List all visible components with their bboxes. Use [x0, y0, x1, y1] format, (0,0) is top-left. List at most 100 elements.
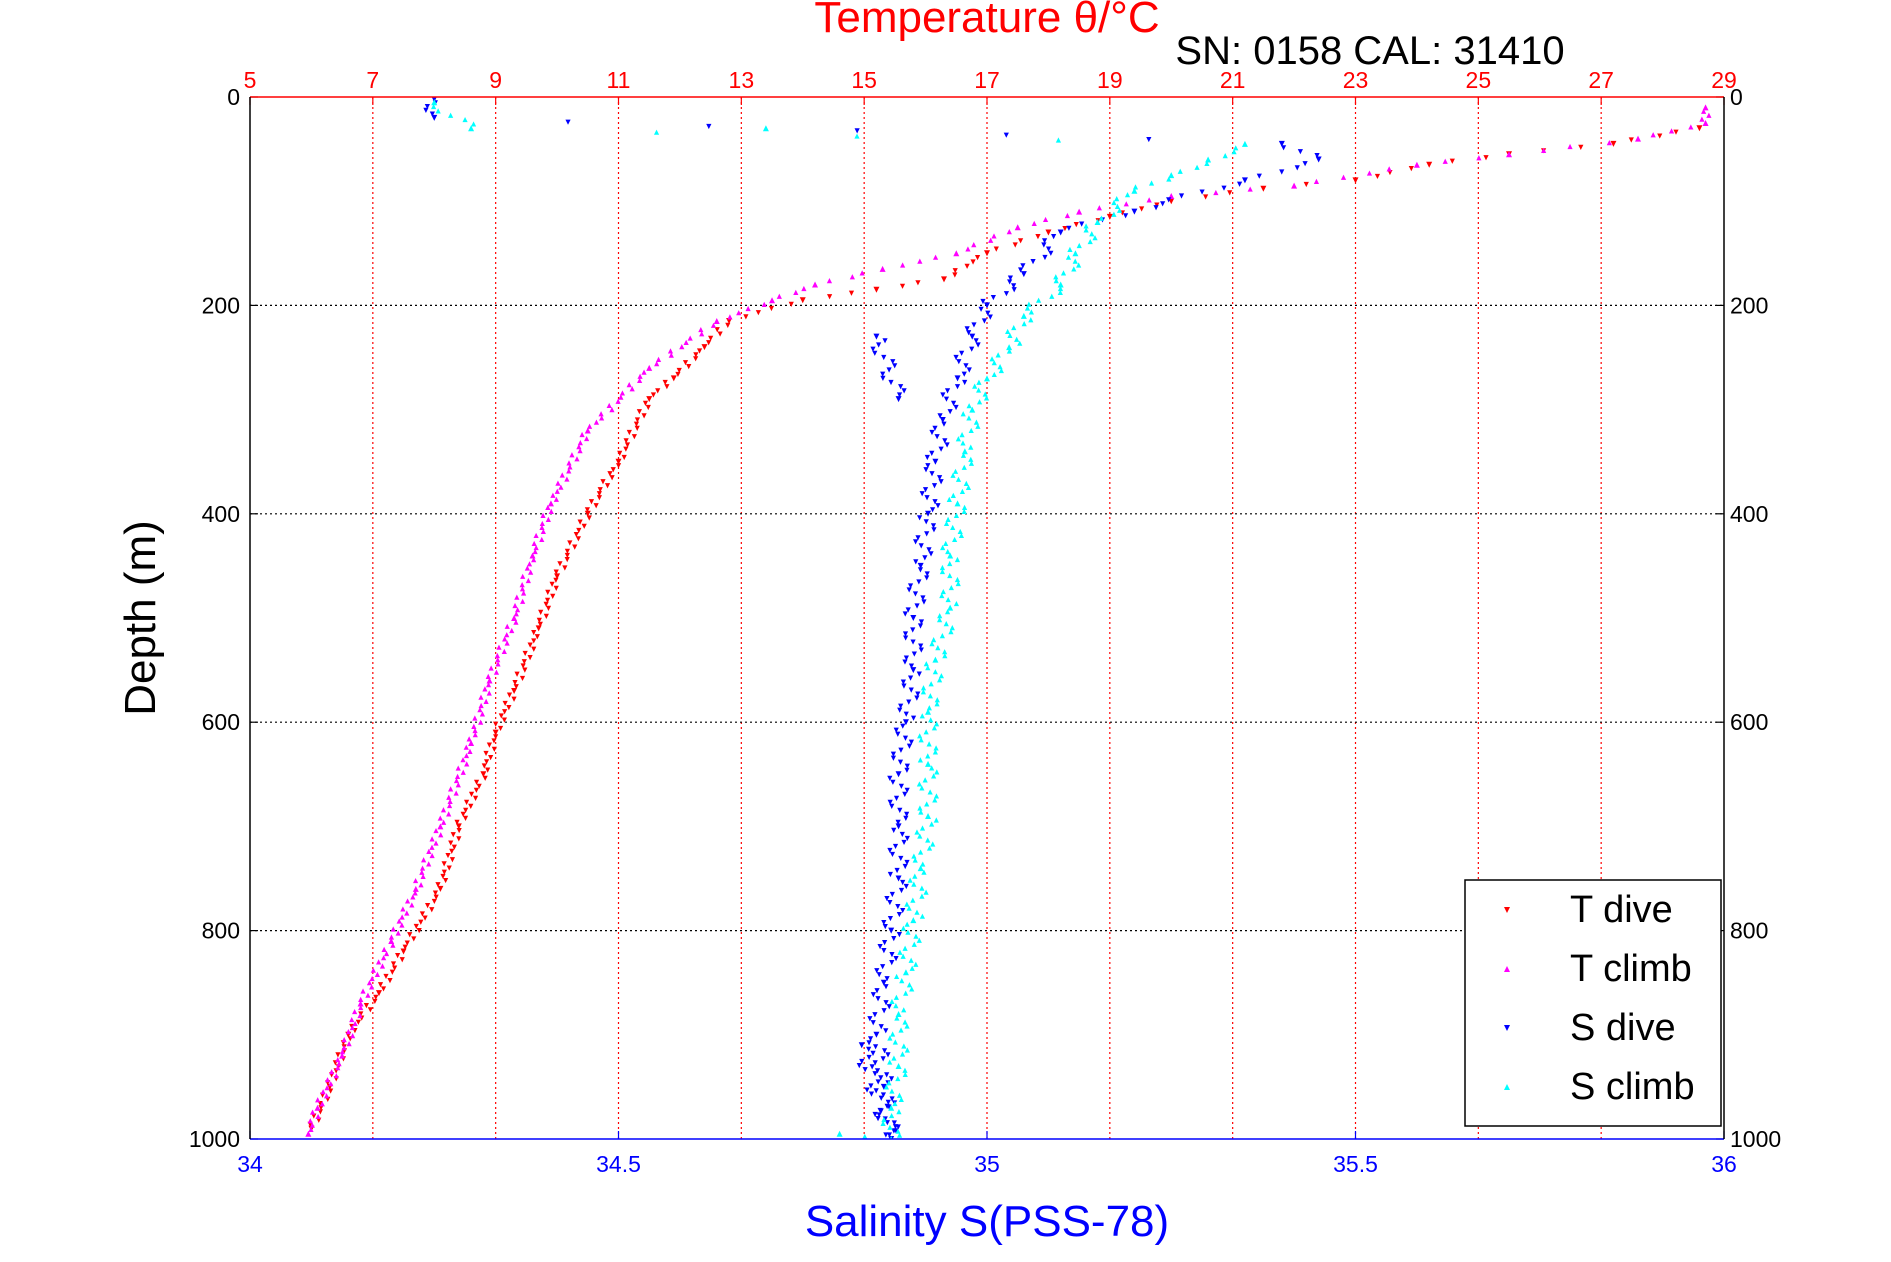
data-point — [919, 825, 926, 831]
data-point — [745, 305, 751, 312]
data-point — [970, 259, 976, 265]
data-point — [521, 659, 527, 665]
data-point — [366, 980, 373, 986]
data-point — [607, 471, 613, 477]
depth-tick-label-left: 1000 — [189, 1126, 240, 1152]
data-point — [416, 928, 422, 934]
data-point — [501, 717, 507, 723]
data-point — [575, 536, 582, 542]
data-point — [930, 523, 937, 529]
data-point — [460, 757, 466, 763]
data-point — [1314, 153, 1320, 159]
data-point — [488, 665, 494, 671]
data-point — [891, 827, 897, 834]
data-point — [1060, 270, 1067, 276]
data-point — [935, 503, 941, 509]
data-point — [913, 539, 919, 545]
data-point — [881, 1048, 888, 1054]
data-point — [1026, 301, 1032, 307]
data-point — [932, 749, 939, 755]
data-point — [879, 265, 886, 272]
data-point — [1203, 194, 1209, 200]
data-point — [433, 894, 439, 900]
data-point — [352, 1020, 358, 1027]
data-point — [961, 371, 967, 377]
data-point — [431, 114, 438, 121]
data-point — [906, 743, 913, 749]
data-point — [947, 552, 954, 559]
data-point — [1233, 145, 1239, 151]
data-point — [1291, 182, 1298, 189]
data-point — [919, 885, 925, 891]
data-point — [553, 569, 559, 575]
data-point — [924, 571, 930, 577]
data-point — [1706, 112, 1712, 118]
data-point — [486, 677, 493, 684]
data-point — [902, 659, 908, 665]
data-point — [959, 488, 966, 494]
data-point — [1003, 291, 1010, 297]
data-point — [960, 411, 966, 417]
data-point — [390, 961, 397, 967]
data-point — [470, 121, 477, 127]
data-point — [937, 413, 943, 419]
data-point — [900, 879, 906, 886]
data-point — [1194, 164, 1200, 170]
data-point — [1089, 231, 1095, 237]
data-point — [634, 425, 640, 431]
data-point — [341, 1045, 347, 1051]
data-point — [676, 367, 682, 374]
data-point — [914, 909, 920, 915]
data-point — [1006, 348, 1013, 354]
data-point — [1315, 156, 1322, 163]
data-point — [919, 785, 925, 791]
data-point — [531, 629, 537, 636]
data-point — [934, 769, 940, 775]
data-point — [531, 540, 537, 547]
data-point — [918, 737, 924, 743]
data-point — [964, 263, 970, 269]
data-point — [1062, 225, 1068, 232]
data-point — [1148, 180, 1155, 186]
data-point — [706, 123, 712, 130]
data-point — [706, 340, 712, 346]
data-point — [950, 524, 956, 531]
data-point — [985, 310, 991, 316]
data-point — [441, 869, 447, 875]
data-point — [431, 898, 437, 905]
data-point — [419, 869, 425, 875]
data-point — [929, 471, 935, 477]
data-point — [670, 375, 677, 382]
data-point — [928, 717, 934, 723]
data-point — [896, 1132, 903, 1138]
data-point — [952, 536, 958, 543]
data-point — [538, 609, 544, 615]
data-point — [543, 601, 549, 607]
data-point — [900, 953, 906, 959]
data-point — [526, 561, 533, 567]
data-point — [904, 859, 910, 866]
data-point — [1092, 235, 1098, 241]
data-point — [887, 899, 893, 906]
data-point — [898, 783, 904, 789]
data-point — [1035, 234, 1041, 240]
data-point — [1146, 136, 1152, 143]
data-point — [653, 129, 660, 135]
data-point — [598, 411, 604, 417]
data-point — [410, 894, 416, 900]
data-point — [520, 573, 526, 579]
data-point — [885, 1099, 891, 1105]
data-point — [911, 651, 917, 657]
data-point — [931, 725, 937, 731]
data-point — [984, 250, 990, 257]
data-point — [864, 1087, 870, 1093]
salinity-tick-label: 36 — [1711, 1151, 1737, 1177]
data-point — [441, 861, 447, 867]
data-point — [908, 957, 914, 963]
data-point — [564, 548, 570, 554]
data-point — [1606, 139, 1612, 146]
data-point — [896, 392, 903, 398]
data-point — [912, 591, 919, 597]
data-point — [596, 491, 602, 497]
data-point — [420, 873, 426, 880]
